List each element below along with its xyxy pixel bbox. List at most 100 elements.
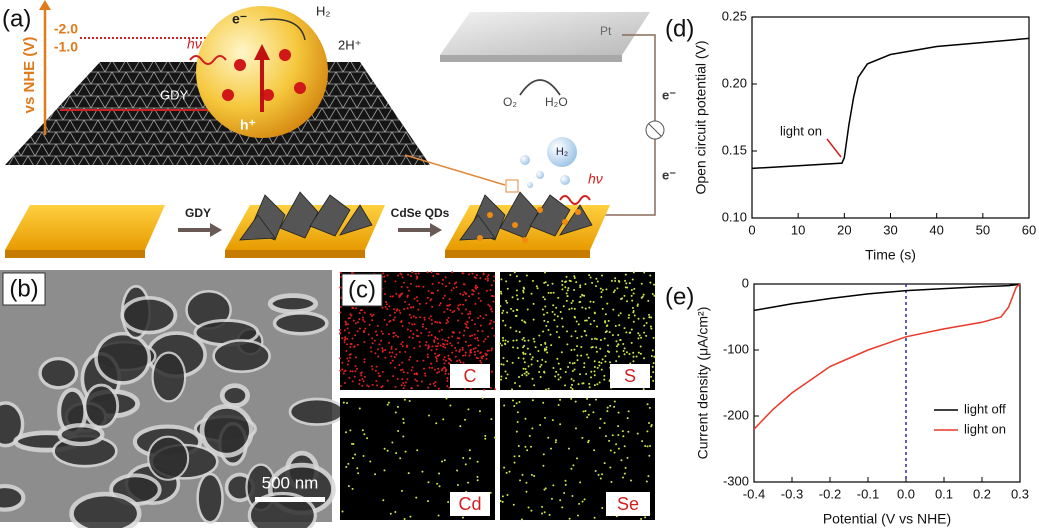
eds-dot (450, 289, 453, 292)
eds-dot (370, 350, 373, 353)
eds-dot (610, 481, 613, 484)
eds-dot (505, 280, 508, 283)
hv-label: hν (588, 171, 603, 187)
eds-dot (500, 375, 503, 378)
eds-dot (406, 371, 409, 374)
eds-dot (452, 287, 455, 290)
eds-dot (401, 368, 404, 371)
eds-dot (563, 492, 566, 495)
eds-dot (622, 476, 625, 479)
eds-dot (469, 312, 472, 315)
eds-dot (473, 351, 476, 354)
eds-dot (394, 334, 397, 337)
eds-dot (448, 298, 451, 301)
eds-dot (651, 293, 654, 296)
eds-dot (604, 320, 607, 323)
eds-dot (571, 388, 574, 391)
eds-dot (567, 287, 570, 290)
eds-dot (622, 349, 625, 352)
eds-dot (436, 345, 439, 348)
eds-dot (477, 317, 480, 320)
eds-dot (429, 299, 432, 302)
pore (288, 397, 346, 426)
eds-dot (371, 342, 374, 345)
eds-dot (479, 315, 482, 318)
eds-dot (646, 403, 649, 406)
x-tick-label: 0.1 (935, 486, 953, 501)
eds-dot (447, 357, 450, 360)
eds-dot (454, 346, 457, 349)
eds-dot (409, 515, 412, 518)
eds-dot (400, 384, 403, 387)
eds-dot (483, 388, 486, 391)
scale-label: 500 nm (262, 473, 319, 492)
eds-dot (405, 345, 408, 348)
panel-label: (a) (2, 5, 31, 32)
eds-dot (490, 418, 493, 421)
eds-dot (593, 337, 596, 340)
eds-dot (462, 293, 465, 296)
eds-dot (522, 351, 525, 354)
gdy-sheets (239, 191, 593, 241)
eds-dot (484, 352, 487, 355)
eds-dot (468, 310, 471, 313)
eds-dot (501, 311, 504, 314)
eds-dot (339, 286, 342, 289)
eds-dot (398, 363, 401, 366)
eds-dot (601, 289, 604, 292)
eds-dot (410, 387, 413, 390)
eds-dot (419, 316, 422, 319)
light-wave (189, 55, 227, 65)
reduction-arrow (259, 18, 306, 41)
eds-dot (367, 333, 370, 336)
eds-dot (574, 316, 577, 319)
energy-tick: -1.0 (54, 39, 78, 55)
eds-dot (642, 388, 645, 391)
eds-dot (468, 316, 471, 319)
eds-dot (358, 379, 361, 382)
x-tick-label: -0.3 (781, 486, 803, 501)
eds-dot (430, 334, 433, 337)
eds-dot (552, 366, 555, 369)
eds-dot (511, 361, 514, 364)
plot-frame (753, 283, 1021, 483)
eds-dot (521, 319, 524, 322)
eds-dot (532, 337, 535, 340)
eds-dot (451, 271, 454, 274)
eds-dot (575, 281, 578, 284)
eds-dot (650, 327, 653, 330)
eds-dot (635, 355, 638, 358)
eds-dot (628, 353, 631, 356)
eds-dot (570, 467, 573, 470)
eds-dot (456, 469, 459, 472)
eds-dot (449, 303, 452, 306)
y-axis-label: Open circuit potential (V) (693, 40, 709, 194)
eds-dot (389, 295, 392, 298)
eds-dot (394, 366, 397, 369)
eds-dot (573, 368, 576, 371)
eds-dot (430, 362, 433, 365)
eds-dot (504, 339, 507, 342)
eds-dot (398, 350, 401, 353)
eds-dot (445, 322, 448, 325)
eds-dot (592, 301, 595, 304)
eds-dot (604, 355, 607, 358)
eds-dot (565, 275, 568, 278)
eds-dot (427, 290, 430, 293)
eds-dot (652, 362, 655, 365)
eds-dot (632, 292, 635, 295)
eds-dot (599, 477, 602, 480)
eds-dot (422, 323, 425, 326)
eds-dot (647, 421, 650, 424)
eds-dot (506, 287, 509, 290)
eds-dot (561, 506, 564, 509)
eds-dot (559, 311, 562, 314)
eds-dot (606, 406, 609, 409)
step-label: GDY (185, 206, 211, 220)
eds-dot (545, 346, 548, 349)
eds-dot (443, 343, 446, 346)
eds-dot (628, 282, 631, 285)
eds-dot (580, 345, 583, 348)
eds-dot (515, 289, 518, 292)
eds-dot (574, 400, 577, 403)
